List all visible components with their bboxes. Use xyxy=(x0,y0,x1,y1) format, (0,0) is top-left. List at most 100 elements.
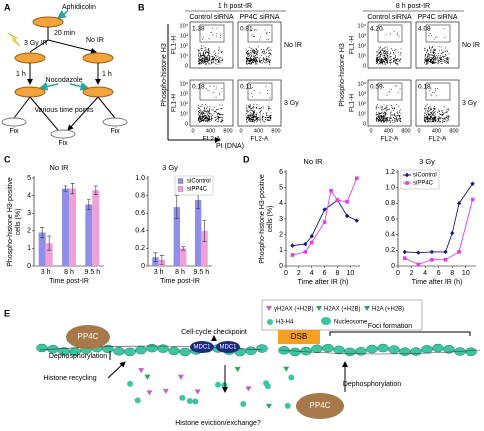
tick-label: 10³ xyxy=(180,91,188,97)
axis-label: FL2-A xyxy=(203,136,221,143)
panel-label: C xyxy=(4,154,11,164)
tick-label: 800 xyxy=(271,128,280,134)
panel-label: E xyxy=(4,308,10,318)
label: 1 h xyxy=(16,71,26,78)
row-label: No IR xyxy=(462,42,480,49)
pp4c xyxy=(296,393,344,419)
point xyxy=(322,207,327,212)
axis-label: FL2-A xyxy=(429,136,447,143)
legend-swatch xyxy=(177,178,184,184)
point xyxy=(329,189,333,193)
cytometry-dots xyxy=(245,86,272,123)
histone xyxy=(264,383,271,390)
label: Fix xyxy=(110,128,120,135)
label: Cell-cycle checkpoint xyxy=(181,329,247,336)
error-bar xyxy=(181,246,186,251)
y-tick-label: 0.4 xyxy=(135,228,145,235)
histone xyxy=(146,390,153,396)
tick-label: 10³ xyxy=(358,33,366,39)
y-tick-label: 1 xyxy=(279,247,283,254)
dsb xyxy=(278,330,320,344)
gate xyxy=(199,82,225,101)
nucleosome xyxy=(388,345,400,354)
nucleosome xyxy=(366,344,378,354)
x-axis-label: Time post-IR xyxy=(49,278,89,285)
y-tick-label: 0 xyxy=(391,263,395,270)
y-tick-label: 0.2 xyxy=(385,247,395,254)
point xyxy=(402,249,407,255)
nucleosome xyxy=(124,347,136,357)
tick-label: 10² xyxy=(358,101,366,107)
tick-label: 400 xyxy=(432,128,441,134)
tick-label: 0 xyxy=(185,63,188,69)
legend-text: H2A (+H2B) xyxy=(372,307,404,313)
tick-label: 0 xyxy=(363,63,366,69)
point xyxy=(290,253,295,257)
label: Histone eviction/exchange? xyxy=(175,420,261,427)
point xyxy=(456,201,462,206)
histone xyxy=(144,374,151,380)
axis-title: Phospho-histone H3 xyxy=(339,43,346,107)
bar xyxy=(45,243,53,266)
label: MDC1 xyxy=(193,345,211,351)
point xyxy=(309,234,314,239)
histone xyxy=(245,386,252,392)
point xyxy=(457,250,461,254)
point xyxy=(290,243,295,248)
error-bar xyxy=(153,252,158,262)
x-axis-label: Time after IR (h) xyxy=(298,279,349,286)
column-label: Control siRNA xyxy=(189,14,234,21)
chart-title: 3 Gy xyxy=(419,157,435,166)
tick-label: 0 xyxy=(185,121,188,127)
percentage: 0.18 xyxy=(192,84,205,91)
panel-e: E γH2AX (+H2B) H2AX (+H2B) H2A (+H2B) H3… xyxy=(4,299,481,427)
percentage: 0.18 xyxy=(418,84,431,91)
histone xyxy=(283,366,290,372)
dish xyxy=(102,117,128,127)
x-tick-label: 9.5 h xyxy=(194,269,210,276)
tick-label: 0 xyxy=(369,128,372,134)
tick-label: 0 xyxy=(191,128,194,134)
label: Histone recycling xyxy=(43,375,96,382)
point xyxy=(335,198,340,202)
point xyxy=(345,199,349,204)
x-tick-label: 3 h xyxy=(41,269,51,276)
histone xyxy=(214,381,221,388)
label: Aphidicolin xyxy=(62,4,96,11)
y-tick-label: 0.4 xyxy=(385,232,395,239)
cytometry-dots xyxy=(245,29,272,65)
pp4c xyxy=(66,325,110,349)
nucleosome xyxy=(399,347,411,356)
axis-arrow xyxy=(167,24,220,140)
point xyxy=(443,249,448,255)
x-tick-label: 2 xyxy=(410,270,414,277)
x-tick-label: 3 h xyxy=(154,269,164,276)
column-label: Control siRNA xyxy=(367,14,412,21)
y-tick-label: 0.8 xyxy=(135,192,145,199)
row-label: No IR xyxy=(284,42,302,49)
legend-text: γH2AX (+H2B) xyxy=(274,307,314,313)
arrow xyxy=(107,361,126,379)
histone xyxy=(127,380,134,387)
gate xyxy=(247,24,273,43)
bar xyxy=(85,204,93,266)
icon xyxy=(364,306,370,311)
label: Foci formation xyxy=(368,323,412,330)
tick-label: 10⁴ xyxy=(358,80,367,87)
axis-label: FL1-H xyxy=(349,94,356,112)
tick-label: 10² xyxy=(180,101,188,107)
nucleosome xyxy=(333,345,345,355)
label: MDC1 xyxy=(219,345,237,351)
point xyxy=(450,230,455,236)
error-bar xyxy=(70,182,75,195)
point xyxy=(354,176,359,181)
row-label: 3 Gy xyxy=(284,100,299,107)
y-tick-label: 1 xyxy=(27,245,31,252)
bar xyxy=(69,188,76,266)
label: Dephosphorylation xyxy=(343,381,401,388)
point xyxy=(354,218,359,223)
nucleosome xyxy=(322,343,334,353)
histone xyxy=(138,368,145,374)
percentage: 0.11 xyxy=(240,84,253,91)
